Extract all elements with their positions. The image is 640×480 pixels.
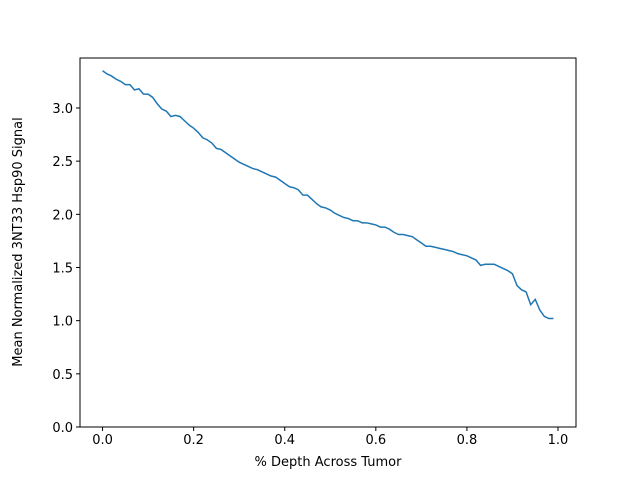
- y-tick-label: 2.5: [52, 155, 73, 170]
- y-tick-label: 1.0: [52, 315, 73, 330]
- x-tick-label: 0.6: [365, 433, 386, 448]
- x-axis-label: % Depth Across Tumor: [255, 455, 403, 470]
- y-tick-label: 0.0: [52, 421, 73, 436]
- x-tick-label: 1.0: [548, 433, 569, 448]
- data-line: [102, 70, 554, 320]
- y-tick-label: 1.5: [52, 261, 73, 276]
- axes-frame: [79, 57, 577, 428]
- x-tick-label: 0.4: [274, 433, 295, 448]
- y-tick-label: 3.0: [52, 102, 73, 117]
- x-tick-label: 0.8: [457, 433, 478, 448]
- x-tick-label: 0.2: [183, 433, 204, 448]
- y-tick-label: 2.0: [52, 208, 73, 223]
- x-tick-label: 0.0: [92, 433, 113, 448]
- y-tick-label: 0.5: [52, 368, 73, 383]
- y-axis-label: Mean Normalized 3NT33 Hsp90 Signal: [11, 117, 26, 366]
